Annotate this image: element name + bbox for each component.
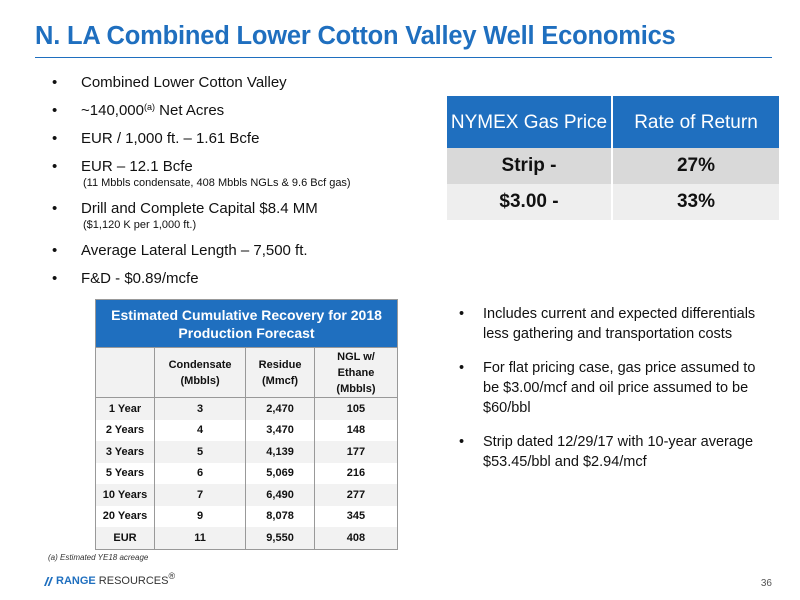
condensate-cell: 3 [153, 397, 247, 420]
footnote-marker: (a) [143, 102, 155, 112]
bullet-item: Includes current and expected differenti… [459, 304, 759, 344]
ngl-cell: 277 [313, 484, 399, 506]
ngl-cell: 105 [313, 397, 399, 420]
ngl-cell: 148 [313, 419, 399, 441]
ngl-cell: 216 [313, 462, 399, 484]
table-row: 3 Years 5 4,139 177 [95, 441, 399, 463]
table-row: 20 Years 9 8,078 345 [95, 505, 399, 527]
table-row: 5 Years 6 5,069 216 [95, 462, 399, 484]
title-divider [35, 57, 772, 58]
ngl-cell: 408 [313, 527, 399, 549]
table-row: EUR 11 9,550 408 [95, 527, 399, 549]
price-cell: Strip - [447, 148, 613, 184]
range-logo-icon [44, 576, 53, 586]
residue-cell: 2,470 [245, 397, 315, 420]
bullet-subtext: ($1,120 K per 1,000 ft.) [83, 219, 197, 231]
page-number: 36 [760, 578, 772, 589]
ngl-cell: 345 [313, 505, 399, 527]
residue-cell: 5,069 [245, 462, 315, 484]
cumulative-recovery-table: Estimated Cumulative Recovery for 2018 P… [95, 299, 399, 550]
residue-cell: 3,470 [245, 419, 315, 441]
bullet-item: EUR – 12.1 Bcfe(11 Mbbls condensate, 408… [52, 157, 412, 190]
residue-header: Residue (Mmcf) [245, 347, 315, 398]
table-row: Strip - 27% [447, 148, 779, 184]
condensate-cell: 11 [153, 527, 247, 549]
condensate-cell: 5 [153, 441, 247, 463]
table-header-row: NYMEX Gas Price Rate of Return [447, 96, 779, 148]
row-label: 5 Years [95, 462, 155, 484]
condensate-cell: 4 [153, 419, 247, 441]
ror-header: Rate of Return [612, 96, 779, 148]
key-facts-list: Combined Lower Cotton Valley ~140,000(a)… [52, 64, 412, 288]
row-label: 2 Years [95, 419, 155, 441]
row-label: EUR [95, 527, 155, 549]
rate-of-return-table: NYMEX Gas Price Rate of Return Strip - 2… [447, 96, 779, 220]
condensate-cell: 6 [153, 462, 247, 484]
condensate-cell: 9 [153, 505, 247, 527]
bullet-item: EUR / 1,000 ft. – 1.61 Bcfe [52, 129, 412, 148]
page-title: N. LA Combined Lower Cotton Valley Well … [35, 22, 676, 50]
row-label: 20 Years [95, 505, 155, 527]
bullet-subtext: (11 Mbbls condensate, 408 Mbbls NGLs & 9… [83, 177, 351, 189]
table-header-row: Condensate (Mbbls) Residue (Mmcf) NGL w/… [95, 347, 399, 398]
residue-cell: 4,139 [245, 441, 315, 463]
footnote: (a) Estimated YE18 acreage [48, 553, 149, 562]
ror-cell: 33% [612, 184, 779, 220]
row-label: 1 Year [95, 397, 155, 420]
bullet-item: ~140,000(a) Net Acres [52, 101, 412, 120]
price-cell: $3.00 - [447, 184, 613, 220]
company-logo: RANGE RESOURCES® [44, 571, 176, 588]
bullet-item: F&D - $0.89/mcfe [52, 269, 412, 288]
bullet-item: Combined Lower Cotton Valley [52, 73, 412, 92]
ngl-header: NGL w/ Ethane (Mbbls) [313, 347, 399, 398]
table-caption-row: Estimated Cumulative Recovery for 2018 P… [95, 299, 398, 348]
condensate-header: Condensate (Mbbls) [153, 347, 247, 398]
residue-cell: 6,490 [245, 484, 315, 506]
assumptions-list: Includes current and expected differenti… [459, 300, 759, 486]
nymex-header: NYMEX Gas Price [447, 96, 613, 148]
bullet-item: Strip dated 12/29/17 with 10-year averag… [459, 432, 759, 472]
table-row: $3.00 - 33% [447, 184, 779, 220]
bullet-item: For flat pricing case, gas price assumed… [459, 358, 759, 418]
table-row: 1 Year 3 2,470 105 [95, 397, 399, 420]
table-row: 2 Years 4 3,470 148 [95, 419, 399, 441]
bullet-item: Average Lateral Length – 7,500 ft. [52, 241, 412, 260]
bullet-item: Drill and Complete Capital $8.4 MM($1,12… [52, 199, 412, 232]
residue-cell: 9,550 [245, 527, 315, 549]
row-label: 10 Years [95, 484, 155, 506]
ngl-cell: 177 [313, 441, 399, 463]
empty-header [95, 347, 155, 398]
logo-text: RANGE RESOURCES® [56, 571, 176, 588]
ror-cell: 27% [612, 148, 779, 184]
table-caption: Estimated Cumulative Recovery for 2018 P… [95, 299, 398, 348]
condensate-cell: 7 [153, 484, 247, 506]
table-row: 10 Years 7 6,490 277 [95, 484, 399, 506]
row-label: 3 Years [95, 441, 155, 463]
residue-cell: 8,078 [245, 505, 315, 527]
